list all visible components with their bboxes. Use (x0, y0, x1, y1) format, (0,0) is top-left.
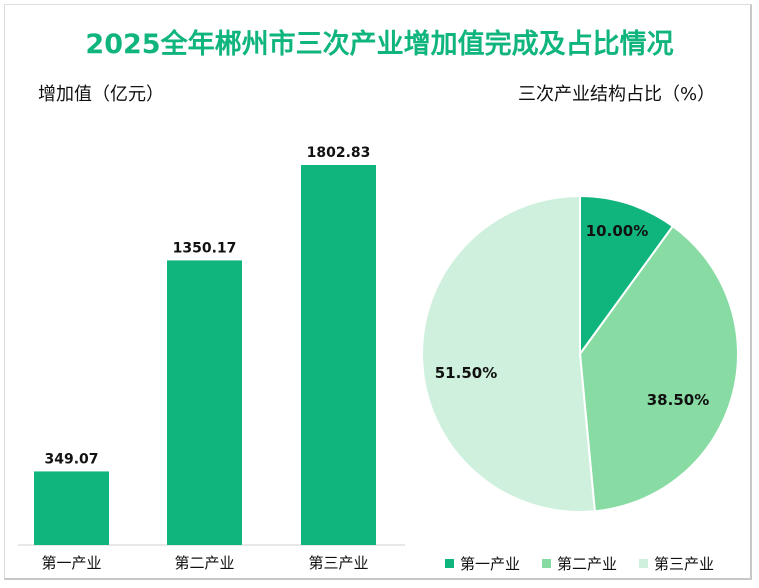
bar-value-label: 349.07 (44, 451, 98, 467)
bar-value-label: 1802.83 (307, 145, 371, 161)
legend-item: 第一产业 (445, 553, 520, 574)
pie-value-label: 10.00% (586, 222, 648, 240)
pie-value-label: 38.50% (647, 391, 709, 409)
bar (34, 471, 109, 545)
bar (301, 165, 376, 545)
x-tick-label: 第一产业 (41, 554, 101, 572)
bar (167, 260, 242, 545)
chart-title: 2025全年郴州市三次产业增加值完成及占比情况 (85, 29, 674, 60)
legend-item: 第三产业 (639, 553, 714, 574)
x-tick-label: 第二产业 (174, 554, 234, 572)
pie-value-label: 51.50% (435, 364, 497, 382)
legend-swatch (639, 559, 648, 568)
pie-slice (578, 224, 739, 513)
pie-chart-title: 三次产业结构占比（%） (518, 84, 716, 105)
legend-label: 第二产业 (557, 555, 618, 573)
legend-swatch (445, 559, 454, 568)
legend-swatch (542, 559, 551, 568)
frame (4, 4, 752, 580)
pie-slice (421, 194, 596, 513)
legend-label: 第三产业 (654, 555, 715, 573)
x-tick-label: 第三产业 (308, 554, 368, 572)
pie-slice (579, 194, 675, 358)
bar-chart-title: 增加值（亿元） (38, 84, 164, 105)
bar-value-label: 1350.17 (173, 240, 237, 256)
legend-item: 第二产业 (542, 553, 617, 574)
legend-label: 第一产业 (460, 555, 521, 573)
